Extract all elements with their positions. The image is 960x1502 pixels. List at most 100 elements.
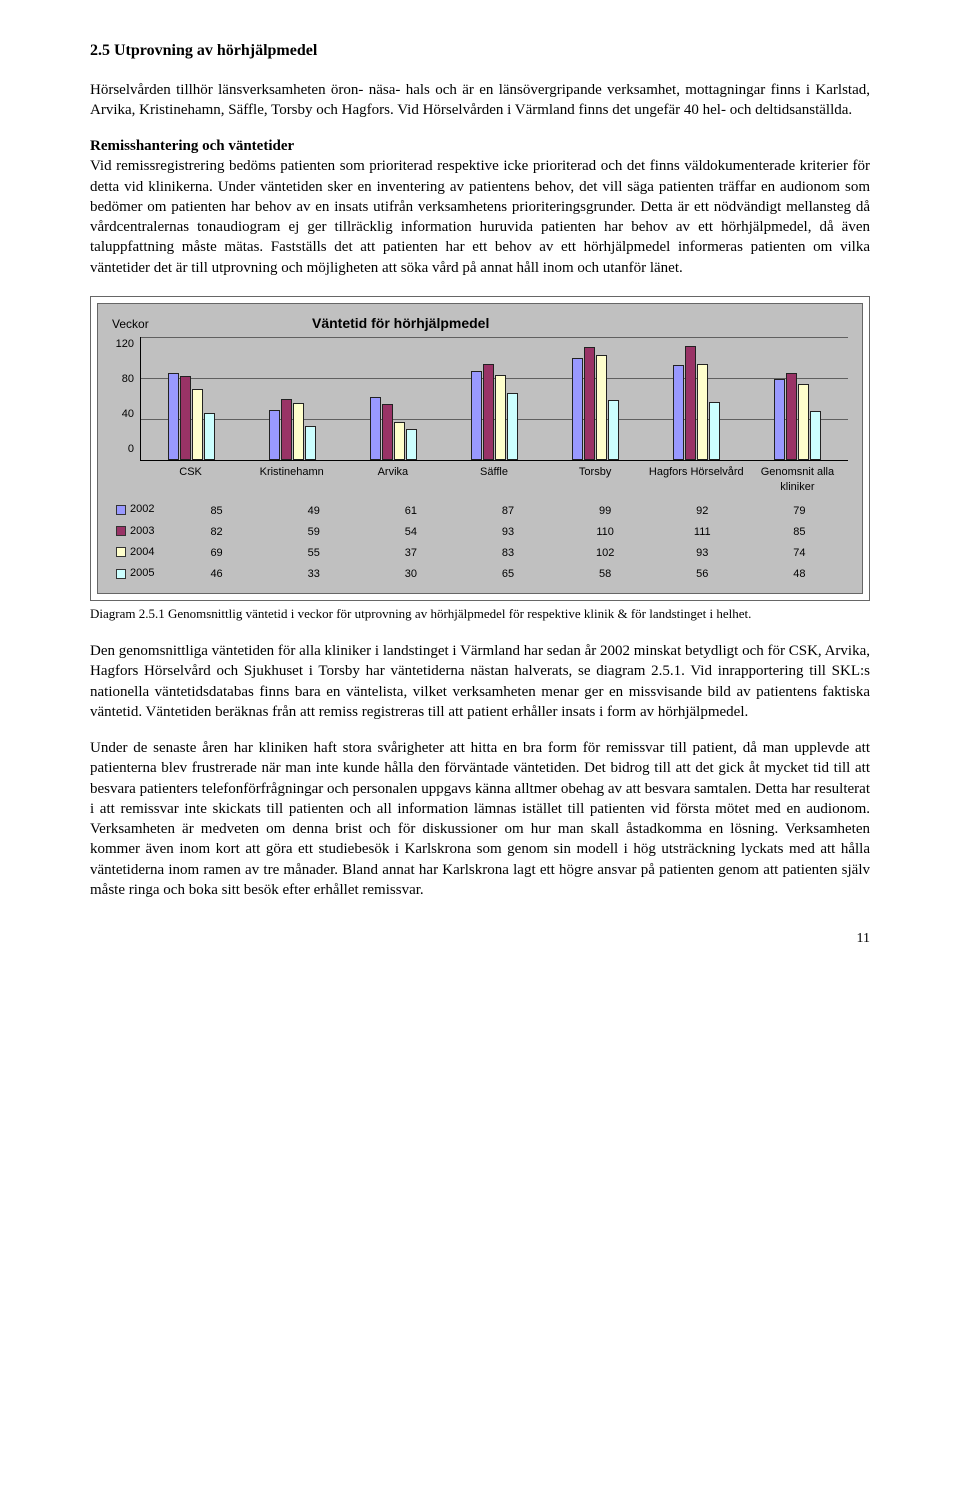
table-cell: 102	[557, 543, 654, 564]
bar	[483, 364, 494, 459]
bar	[697, 364, 708, 459]
y-tick: 120	[116, 337, 134, 352]
legend-swatch	[116, 547, 126, 557]
subheading: Remisshantering och väntetider	[90, 138, 294, 154]
legend-year: 2002	[130, 502, 154, 517]
table-cell: 58	[557, 564, 654, 585]
paragraph-4: Under de senaste åren har kliniken haft …	[90, 738, 870, 900]
table-cell: 61	[362, 500, 459, 521]
bar	[204, 413, 215, 460]
x-tick: Hagfors Hörselvård	[646, 465, 747, 495]
legend-swatch	[116, 569, 126, 579]
table-cell: 83	[459, 543, 556, 564]
section-heading: 2.5 Utprovning av hörhjälpmedel	[90, 40, 870, 62]
table-cell: 48	[751, 564, 848, 585]
chart-title: Väntetid för hörhjälpmedel	[312, 314, 489, 333]
legend-year-cell: 2004	[112, 543, 168, 564]
y-tick: 0	[128, 442, 134, 457]
chart-plot: Veckor Väntetid för hörhjälpmedel 120 80 4…	[97, 303, 863, 595]
bar	[572, 358, 583, 459]
bar-group	[343, 337, 444, 460]
bar	[269, 410, 280, 460]
table-cell: 54	[362, 522, 459, 543]
bar	[168, 373, 179, 460]
x-axis: CSKKristinehamnArvikaSäffleTorsbyHagfors…	[112, 465, 848, 495]
bar	[584, 347, 595, 460]
x-tick: Genomsnit alla kliniker	[747, 465, 848, 495]
bar-group	[242, 337, 343, 460]
bar	[370, 397, 381, 460]
bar	[608, 400, 619, 459]
bar	[685, 346, 696, 460]
y-axis: 120 80 40 0	[112, 337, 140, 457]
legend-swatch	[116, 505, 126, 515]
table-row: 2002 85496187999279	[112, 500, 848, 521]
table-cell: 69	[168, 543, 265, 564]
table-cell: 65	[459, 564, 556, 585]
table-cell: 99	[557, 500, 654, 521]
legend-year: 2003	[130, 524, 154, 539]
x-tick: Torsby	[545, 465, 646, 495]
table-cell: 59	[265, 522, 362, 543]
bar	[406, 429, 417, 460]
table-cell: 93	[654, 543, 751, 564]
table-cell: 55	[265, 543, 362, 564]
table-cell: 82	[168, 522, 265, 543]
table-cell: 49	[265, 500, 362, 521]
x-tick: Kristinehamn	[241, 465, 342, 495]
bar	[810, 411, 821, 460]
table-cell: 56	[654, 564, 751, 585]
bar	[507, 393, 518, 460]
bar	[180, 376, 191, 460]
legend-year-cell: 2002	[112, 500, 168, 521]
bar	[495, 375, 506, 460]
table-cell: 87	[459, 500, 556, 521]
table-row: 2004695537831029374	[112, 543, 848, 564]
paragraph-3: Den genomsnittliga väntetiden för alla k…	[90, 641, 870, 722]
legend-year-cell: 2003	[112, 522, 168, 543]
bar-group	[646, 337, 747, 460]
table-cell: 110	[557, 522, 654, 543]
legend-year-cell: 2005	[112, 564, 168, 585]
bar-group	[444, 337, 545, 460]
bar	[382, 404, 393, 459]
bar-group	[545, 337, 646, 460]
table-cell: 79	[751, 500, 848, 521]
table-cell: 111	[654, 522, 751, 543]
bar	[192, 389, 203, 460]
bar	[798, 384, 809, 460]
table-row: 2005 46333065585648	[112, 564, 848, 585]
bar	[786, 373, 797, 460]
x-tick: CSK	[140, 465, 241, 495]
paragraph-1: Hörselvården tillhör länsverksamheten ör…	[90, 80, 870, 121]
table-cell: 33	[265, 564, 362, 585]
table-cell: 85	[751, 522, 848, 543]
chart-container: Veckor Väntetid för hörhjälpmedel 120 80 4…	[90, 296, 870, 602]
bar	[293, 403, 304, 459]
table-cell: 92	[654, 500, 751, 521]
y-tick: 80	[122, 372, 134, 387]
table-cell: 46	[168, 564, 265, 585]
y-axis-title: Veckor	[112, 316, 162, 332]
table-cell: 37	[362, 543, 459, 564]
bar	[281, 399, 292, 459]
chart-caption: Diagram 2.5.1 Genomsnittlig väntetid i v…	[90, 605, 870, 623]
legend-swatch	[116, 526, 126, 536]
bar-group	[747, 337, 848, 460]
table-row: 2003 8259549311011185	[112, 522, 848, 543]
table-cell: 30	[362, 564, 459, 585]
table-cell: 74	[751, 543, 848, 564]
x-tick: Arvika	[342, 465, 443, 495]
legend-data-table: 2002854961879992792003825954931101118520…	[112, 500, 848, 585]
bar	[394, 422, 405, 460]
paragraph-2-body: Vid remissregistrering bedöms patienten …	[90, 158, 870, 275]
table-cell: 85	[168, 500, 265, 521]
bar	[471, 371, 482, 460]
table-cell: 93	[459, 522, 556, 543]
y-tick: 40	[122, 407, 134, 422]
bar	[774, 379, 785, 460]
x-tick: Säffle	[443, 465, 544, 495]
legend-year: 2005	[130, 566, 154, 581]
bar	[709, 402, 720, 459]
bar-group	[141, 337, 242, 460]
